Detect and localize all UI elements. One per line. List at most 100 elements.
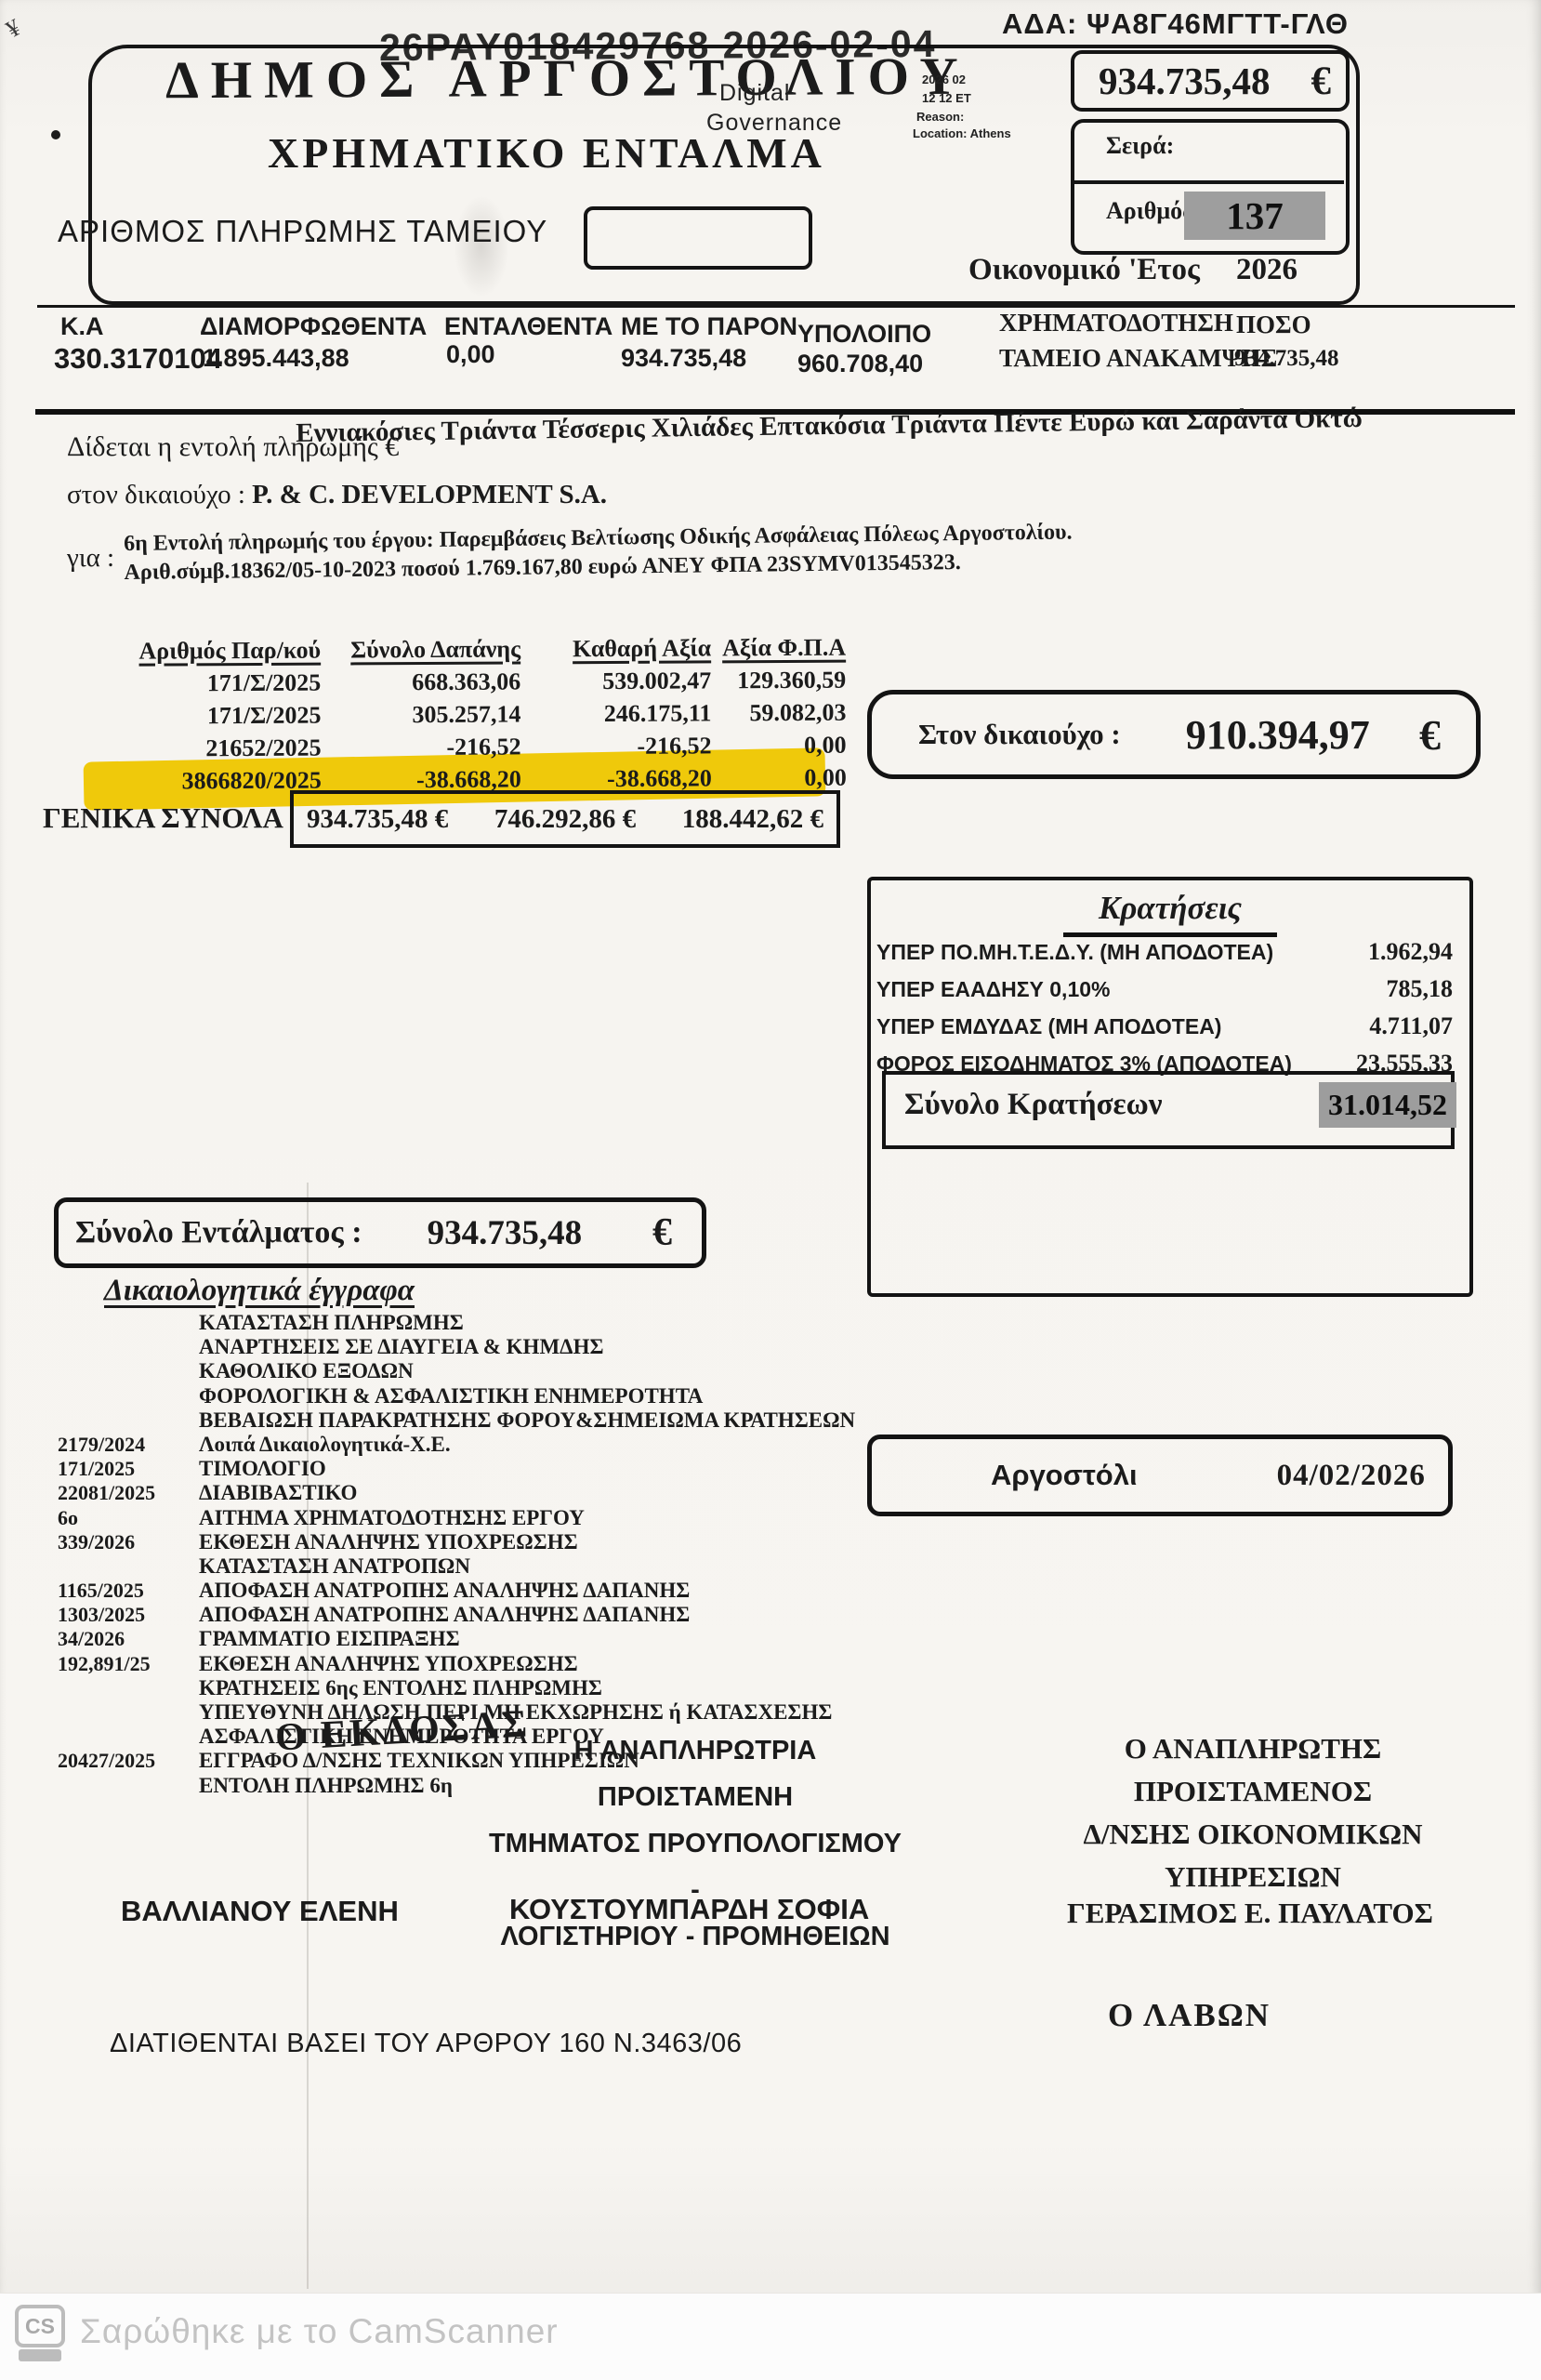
- doc-number: 22081/2025: [58, 1481, 156, 1505]
- right-title-line2: Δ/ΝΣΗΣ ΟΙΚΟΝΟΜΙΚΩΝ ΥΠΗΡΕΣΙΩΝ: [1083, 1818, 1423, 1893]
- list-item: 171/2025 ΤΙΜΟΛΟΓΙΟ: [58, 1457, 894, 1481]
- for-description: 6η Εντολή πληρωμής του έργου: Παρεμβάσει…: [124, 519, 1073, 588]
- deduction-item: ΥΠΕΡ ΕΑΑΔΗΣΥ 0,10% 785,18: [876, 975, 1453, 1003]
- budget-value-ka: 330.3170104: [54, 342, 223, 375]
- doc-label: ΤΙΜΟΛΟΓΙΟ: [199, 1457, 326, 1481]
- euro-sign: €: [1419, 710, 1441, 759]
- fiscal-year-label: Οικονομικό 'Ετος: [968, 253, 1200, 286]
- protocol-stamp-overlay: 26PAY018429768 2026-02-04: [378, 21, 937, 70]
- list-item: 192,891/25 ΕΚΘΕΣΗ ΑΝΑΛΗΨΗΣ ΥΠΟΧΡΕΩΣΗΣ: [58, 1652, 894, 1676]
- cell: -216,52: [637, 732, 712, 760]
- budget-header-xrimatodotisi: ΧΡΗΜΑΤΟΔΟΤΗΣΗ: [999, 309, 1233, 337]
- for-label: για :: [67, 543, 115, 573]
- stamp-time-fragment: 12 12 ET: [922, 91, 971, 105]
- euro-sign: €: [1311, 59, 1332, 103]
- budget-header-ka: Κ.Α: [60, 312, 104, 340]
- camscanner-caption: Σαρώθηκε με το CamScanner: [80, 2312, 559, 2350]
- cell: -216,52: [446, 733, 521, 760]
- number-value: 137: [1184, 192, 1325, 240]
- doc-label: ΚΡΑΤΗΣΕΙΣ 6ης ΕΝΤΟΛΗΣ ΠΛΗΡΩΜΗΣ: [199, 1675, 602, 1699]
- series-number-box: Σειρά: Αριθμός: 137: [1071, 119, 1350, 255]
- deductions-box: Κρατήσεις ΥΠΕΡ ΠΟ.ΜΗ.Τ.Ε.Δ.Υ. (ΜΗ ΑΠΟΔΟΤ…: [867, 877, 1473, 1297]
- deductions-total-value: 31.014,52: [1319, 1082, 1456, 1128]
- signature-title-middle: Η ΑΝΑΠΛΗΡΩΤΡΙΑ ΠΡΟΙΣΤΑΜΕΝΗ ΤΜΗΜΑΤΟΣ ΠΡΟΥ…: [481, 1727, 909, 1960]
- budget-value-me-to-paron: 934.735,48: [621, 344, 747, 372]
- cell: 305.257,14: [412, 700, 521, 729]
- deduction-item: ΥΠΕΡ ΠΟ.ΜΗ.Τ.Ε.Δ.Υ. (ΜΗ ΑΠΟΔΟΤΕΑ) 1.962,…: [876, 938, 1453, 966]
- col-header-axia-fpa: Αξία Φ.Π.Α: [721, 633, 847, 662]
- doc-label: ΕΚΘΕΣΗ ΑΝΑΛΗΨΗΣ ΥΠΟΧΡΕΩΣΗΣ: [199, 1651, 578, 1675]
- list-item: ΚΑΤΑΣΤΑΣΗ ΠΛΗΡΩΜΗΣ: [58, 1311, 894, 1335]
- total-vat: 188.442,62 €: [681, 803, 823, 834]
- budget-value-poso: 934.735,48: [1234, 346, 1339, 371]
- col-header-synolo-dapanis: Σύνολο Δαπάνης: [350, 635, 521, 664]
- deduction-label: ΥΠΕΡ ΕΜΔΥΔΑΣ (ΜΗ ΑΠΟΔΟΤΕΑ): [876, 1014, 1222, 1038]
- table-row: 171/Σ/2025 305.257,14 246.175,11 59.082,…: [74, 699, 847, 735]
- beneficiary-name: P. & C. DEVELOPMENT S.A.: [252, 480, 608, 509]
- doc-number: 34/2026: [58, 1627, 125, 1651]
- stamp-governance-text: Governance: [706, 110, 843, 136]
- beneficiary-label: στον δικαιούχο :: [67, 480, 245, 509]
- list-item: ΚΡΑΤΗΣΕΙΣ 6ης ΕΝΤΟΛΗΣ ΠΛΗΡΩΜΗΣ: [58, 1676, 894, 1700]
- cell: 246.175,11: [603, 699, 712, 728]
- cell: 171/Σ/2025: [206, 701, 322, 730]
- doc-label: ΑΣΦΑΛΙΣΤΙΚΗ ΕΝΗΜΕΡΟΤΗΤΑ ΕΡΓΟΥ: [199, 1725, 604, 1749]
- cell: 539.002,47: [602, 667, 712, 695]
- receiver-title: Ο ΛΑΒΩΝ: [1108, 1997, 1271, 2033]
- signatory-name-right: ΓΕΡΑΣΙΜΟΣ Ε. ΠΑΥΛΑΤΟΣ: [1067, 1897, 1433, 1929]
- list-item: 339/2026 ΕΚΘΕΣΗ ΑΝΑΛΗΨΗΣ ΥΠΟΧΡΕΩΣΗΣ: [58, 1530, 894, 1554]
- doc-label: ΕΝΤΟΛΗ ΠΛΗΡΩΜΗΣ 6η: [199, 1773, 453, 1797]
- cell: 129.360,59: [737, 666, 847, 694]
- camscanner-logo-icon: CS: [15, 2305, 65, 2347]
- doc-label: Λοιπά Δικαιολογητικά-Χ.Ε.: [199, 1432, 451, 1456]
- list-item: ΦΟΡΟΛΟΓΙΚΗ & ΑΣΦΑΛΙΣΤΙΚΗ ΕΝΗΜΕΡΟΤΗΤΑ: [58, 1384, 894, 1408]
- deduction-value: 4.711,07: [1369, 1012, 1453, 1039]
- deduction-value: 785,18: [1386, 975, 1454, 1002]
- deduction-value: 1.962,94: [1368, 938, 1453, 965]
- list-item: 2179/2024 Λοιπά Δικαιολογητικά-Χ.Ε.: [58, 1433, 894, 1457]
- scan-smudge: [454, 195, 509, 298]
- payment-number-box: [584, 206, 812, 270]
- cell: 171/Σ/2025: [206, 668, 322, 697]
- stamp-digital-text: Digital: [719, 80, 791, 106]
- cell: 668.363,06: [412, 668, 521, 696]
- doc-label: ΚΑΤΑΣΤΑΣΗ ΑΝΑΤΡΟΠΩΝ: [199, 1554, 470, 1578]
- col-header-parkou: Αριθμός Παρ/κού: [138, 636, 322, 665]
- doc-number: 192,891/25: [58, 1651, 151, 1675]
- order-total-label: Σύνολο Εντάλματος :: [75, 1215, 362, 1250]
- scan-fold-line: [307, 1183, 309, 2289]
- stamp-location-label: Location: Athens: [913, 126, 1011, 140]
- budget-header-ypoloipo: ΥΠΟΛΟΙΠΟ: [797, 320, 932, 348]
- list-item: ΒΕΒΑΙΩΣΗ ΠΑΡΑΚΡΑΤΗΣΗΣ ΦΟΡΟΥ&ΣΗΜΕΙΩΜΑ ΚΡΑ…: [58, 1408, 894, 1433]
- doc-number: 6ο: [58, 1505, 78, 1529]
- right-title-line1: Ο ΑΝΑΠΛΗΡΩΤΗΣ ΠΡΟΙΣΤΑΜΕΝΟΣ: [1124, 1732, 1382, 1807]
- signatory-name-middle: ΚΟΥΣΤΟΥΜΠΑΡΔΗ ΣΟΦΙΑ: [509, 1893, 870, 1925]
- document-type-title: ΧΡΗΜΑΤΙΚΟ ΕΝΤΑΛΜΑ: [268, 129, 825, 177]
- euro-sign: €: [652, 1211, 672, 1254]
- doc-number: 2179/2024: [58, 1432, 146, 1456]
- doc-label: ΕΓΓΡΑΦΟ Δ/ΝΣΗΣ ΤΕΧΝΙΚΩΝ ΥΠΗΡΕΣΙΩΝ: [199, 1749, 639, 1773]
- camscanner-footer: CS Σαρώθηκε με το CamScanner: [0, 2293, 1541, 2380]
- budget-value-xrimatodotisi: ΤΑΜΕΙΟ ΑΝΑΚΑΜΨΗΣ: [999, 344, 1278, 372]
- beneficiary-payout-box: Στον δικαιούχο : 910.394,97 €: [867, 690, 1481, 779]
- list-item: 20427/2025 ΕΓΓΡΑΦΟ Δ/ΝΣΗΣ ΤΕΧΝΙΚΩΝ ΥΠΗΡΕΣ…: [58, 1749, 894, 1773]
- doc-number: 1303/2025: [58, 1603, 146, 1627]
- list-item: ΚΑΘΟΛΙΚΟ ΕΞΟΔΩΝ: [58, 1359, 894, 1383]
- invoice-table-header: Αριθμός Παρ/κού Σύνολο Δαπάνης Καθαρή Αξ…: [74, 634, 846, 670]
- date-value: 04/02/2026: [1276, 1458, 1426, 1492]
- fiscal-year-value: 2026: [1236, 253, 1297, 286]
- stamp-reason-label: Reason:: [916, 110, 965, 124]
- list-item: ΑΝΑΡΤΗΣΕΙΣ ΣΕ ΔΙΑΥΓΕΙΑ & ΚΗΜΔΗΣ: [58, 1335, 894, 1359]
- mid-title-line1: Η ΑΝΑΠΛΗΡΩΤΡΙΑ ΠΡΟΙΣΤΑΜΕΝΗ: [573, 1736, 817, 1812]
- table-row: 21652/2025 -216,52 -216,52 0,00: [75, 732, 847, 768]
- grand-totals-box: 934.735,48 € 746.292,86 € 188.442,62 €: [290, 790, 840, 848]
- doc-label: ΚΑΘΟΛΙΚΟ ΕΞΟΔΩΝ: [199, 1359, 414, 1383]
- signature-title-right: Ο ΑΝΑΠΛΗΡΩΤΗΣ ΠΡΟΙΣΤΑΜΕΝΟΣ Δ/ΝΣΗΣ ΟΙΚΟΝΟ…: [1011, 1727, 1495, 1898]
- budget-header-entalthenta: ΕΝΤΑΛΘΕΝΤΑ: [444, 312, 613, 340]
- scan-artifact-mark: ¥: [1, 13, 25, 44]
- budget-header-me-to-paron: ΜΕ ΤΟ ΠΑΡΟΝ: [621, 312, 798, 340]
- place-date-box: Αργοστόλι 04/02/2026: [867, 1435, 1453, 1516]
- cell: 0,00: [804, 763, 847, 791]
- budget-header-poso: ΠΟΣΟ: [1236, 311, 1311, 338]
- budget-value-diamorfothenta: 1.895.443,88: [203, 344, 349, 372]
